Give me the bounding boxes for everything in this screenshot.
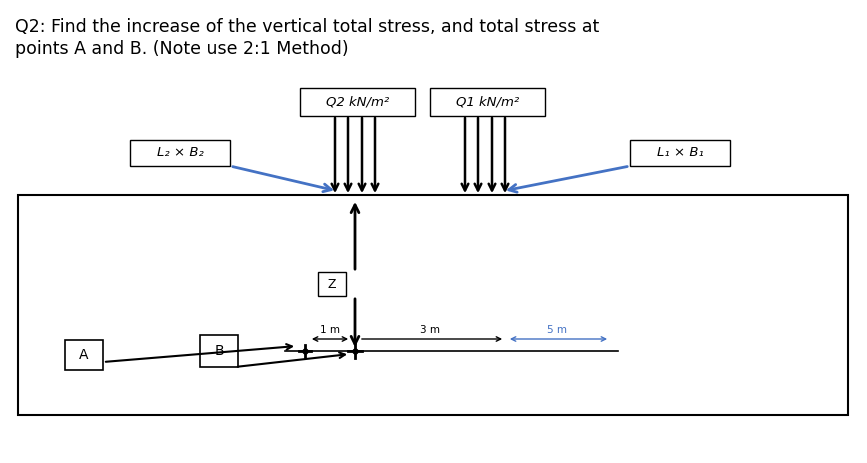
Bar [200,335,238,367]
Bar [318,272,346,296]
Text: Q2 kN/m²: Q2 kN/m² [326,95,389,108]
Text: 3 m: 3 m [420,325,440,335]
Text: 1 m: 1 m [320,325,340,335]
Bar [300,88,415,116]
Text: L₁ × B₁: L₁ × B₁ [656,146,703,159]
Text: L₂ × B₂: L₂ × B₂ [157,146,204,159]
Text: A: A [79,348,88,362]
Text: Q1 kN/m²: Q1 kN/m² [456,95,519,108]
Text: Z: Z [328,277,336,290]
Bar [65,340,103,370]
Text: Q2: Find the increase of the vertical total stress, and total stress at: Q2: Find the increase of the vertical to… [15,18,599,36]
Text: 5 m: 5 m [547,325,568,335]
Bar [430,88,545,116]
Bar [630,140,730,166]
Text: B: B [214,344,224,358]
Bar [130,140,230,166]
Text: points A and B. (Note use 2:1 Method): points A and B. (Note use 2:1 Method) [15,40,349,58]
Bar [18,195,848,415]
